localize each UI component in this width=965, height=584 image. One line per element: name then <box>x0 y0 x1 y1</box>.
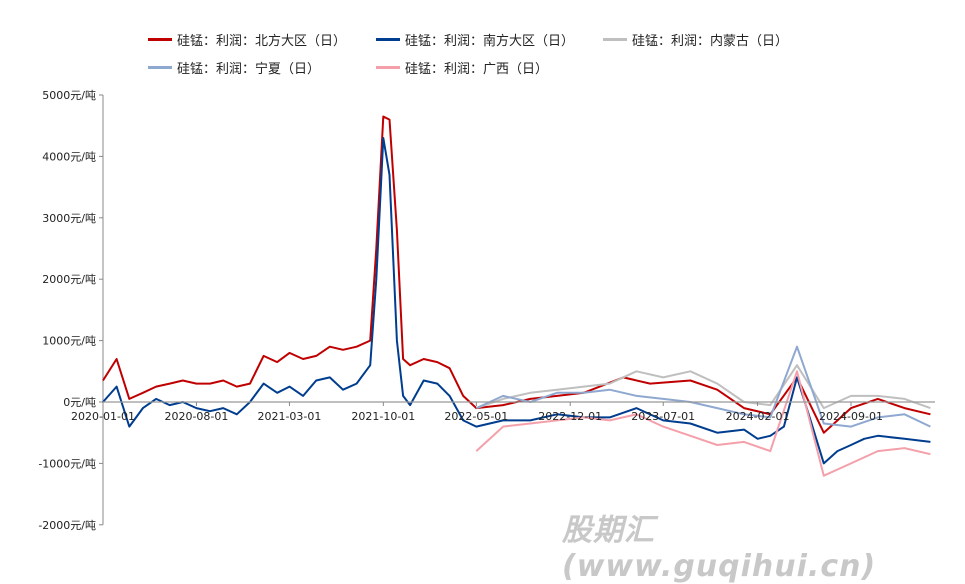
legend-item: 硅锰：利润：广西（日） <box>376 58 548 77</box>
plot-area: 5000元/吨 4000元/吨 3000元/吨 2000元/吨 1000元/吨 0元/吨 -… <box>38 89 935 532</box>
legend-swatch <box>148 38 172 41</box>
y-tick-label: 4000元/吨 <box>42 150 96 163</box>
series-line-2 <box>475 364 931 410</box>
x-tick-label: 2020-01-01 <box>71 410 135 423</box>
x-tick-label: 2022-05-01 <box>444 410 508 423</box>
legend-swatch <box>148 66 172 69</box>
y-tick-label: 1000元/吨 <box>42 335 96 348</box>
legend-item: 硅锰：利润：南方大区（日） <box>376 30 574 49</box>
watermark: 股期汇(www.guqihui.cn) <box>562 513 877 584</box>
chart: 5000元/吨 4000元/吨 3000元/吨 2000元/吨 1000元/吨 0元/吨 -… <box>38 30 935 584</box>
legend-item: 硅锰：利润：宁夏（日） <box>148 58 320 77</box>
x-tick-label: 2024-09-01 <box>819 410 883 423</box>
y-tick-label: 5000元/吨 <box>42 89 96 102</box>
x-tick-label: 2021-10-01 <box>351 410 415 423</box>
x-tick-label: 2020-08-01 <box>164 410 228 423</box>
y-tick-label: 3000元/吨 <box>42 212 96 225</box>
legend-swatch <box>376 38 400 41</box>
x-tick-label: 2023-07-01 <box>631 410 695 423</box>
series-line-1 <box>102 137 931 465</box>
x-tick-label: 2021-03-01 <box>257 410 321 423</box>
legend-label: 硅锰：利润：宁夏（日） <box>177 62 321 77</box>
legend-item: 硅锰：利润：北方大区（日） <box>148 30 346 49</box>
legend-label: 硅锰：利润：北方大区（日） <box>177 34 347 49</box>
legend-item: 硅锰：利润：内蒙古（日） <box>603 30 788 49</box>
x-tick-label: 2024-02-01 <box>726 410 790 423</box>
y-tick-label: 0元/吨 <box>63 396 96 409</box>
y-tick-label: 2000元/吨 <box>42 273 96 286</box>
legend-swatch <box>603 38 627 41</box>
series-line-4 <box>475 370 931 477</box>
y-tick-label: -2000元/吨 <box>38 519 96 532</box>
legend-label: 硅锰：利润：内蒙古（日） <box>632 34 789 49</box>
series-line-3 <box>475 345 931 428</box>
legend-label: 硅锰：利润：广西（日） <box>405 62 549 77</box>
x-tick-label: 2022-12-01 <box>538 410 602 423</box>
legend-swatch <box>376 66 400 69</box>
series-line-0 <box>102 115 931 434</box>
legend-label: 硅锰：利润：南方大区（日） <box>405 34 575 49</box>
y-tick-label: -1000元/吨 <box>38 457 96 470</box>
